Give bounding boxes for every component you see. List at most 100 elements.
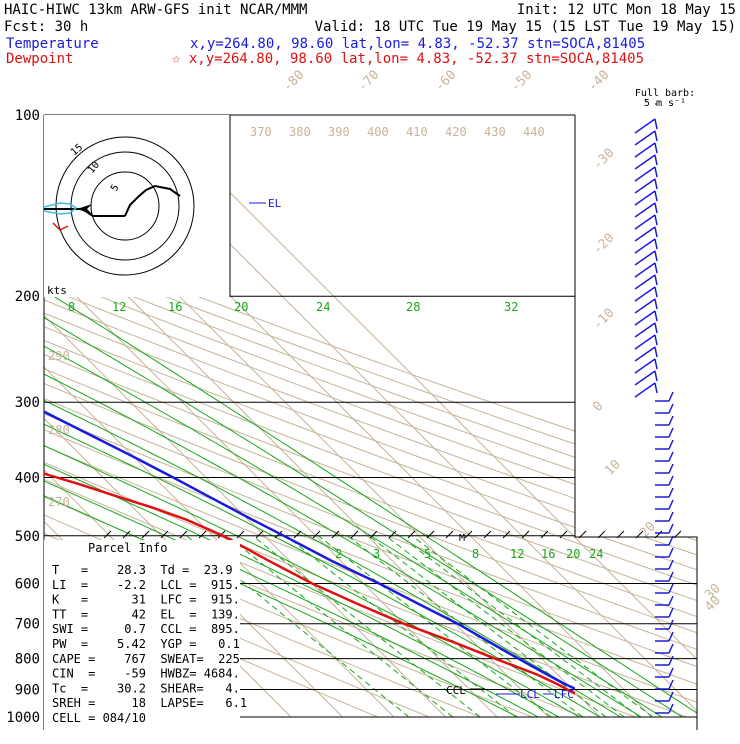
- diagram-frame: [575, 115, 697, 730]
- wind-barb-staff: [635, 311, 655, 325]
- parcel-info-row: SREH = 18 LAPSE= 6.1: [52, 696, 247, 710]
- wind-barb: [635, 311, 657, 325]
- parcel-info-row: CIN = -59 HWBZ= 4684.: [52, 667, 240, 681]
- wind-barb: [635, 323, 657, 337]
- hatch-tick: [351, 531, 358, 538]
- parcel-info-row: PW = 5.42 YGP = 0.1: [52, 637, 240, 651]
- mixing-ratio-label-16: 16: [541, 547, 555, 561]
- wind-barb-flag: [655, 299, 657, 309]
- wind-barb-flag: [669, 524, 673, 533]
- wind-barb-flag: [655, 227, 657, 237]
- wind-barb-flag: [669, 392, 673, 401]
- wind-barb-staff: [635, 227, 655, 241]
- wind-barb-staff: [635, 179, 655, 193]
- wind-barb-flag: [655, 239, 657, 249]
- wind-barb: [635, 335, 657, 349]
- wind-barb-staff: [635, 239, 655, 253]
- mixing-ratio-label-8: 8: [472, 547, 479, 561]
- wind-barb-flag: [669, 416, 673, 425]
- wind-barb-staff: [635, 371, 655, 385]
- pressure-tick-label-1000: 1000: [6, 710, 40, 726]
- wind-barb-flag: [669, 440, 673, 449]
- isotherm-label-8: 0: [590, 399, 606, 415]
- wind-barb: [655, 392, 673, 401]
- wind-barb: [635, 179, 657, 193]
- wind-barb-staff: [635, 359, 655, 373]
- wind-barb: [655, 692, 673, 701]
- pressure-tick-label-800: 800: [15, 652, 40, 668]
- isotherm-label-6: -20: [590, 231, 617, 258]
- legend-dewpoint-location: ☆ x,y=264.80, 98.60 lat,lon= 4.83, -52.3…: [172, 51, 644, 67]
- barb-legend-line2: 5 m s⁻¹: [644, 98, 686, 109]
- isotherm-label-0: -80: [280, 68, 307, 95]
- wind-barb-flag: [655, 323, 657, 333]
- wind-barb-flag: [655, 191, 657, 201]
- hatch-tick: [142, 531, 149, 538]
- wind-barb-staff: [635, 143, 655, 157]
- wind-barb: [655, 644, 673, 653]
- wind-barb: [635, 359, 657, 373]
- wind-barb-flag: [655, 359, 657, 369]
- parcel-info-row: LI = -2.2 LCL = 915.: [52, 578, 240, 592]
- wind-barb-flag: [655, 179, 657, 189]
- theta-label-390: 390: [328, 125, 350, 139]
- wind-barb-flag: [655, 335, 657, 345]
- parcel-info-row: CAPE = 767 SWEAT= 225: [52, 652, 240, 666]
- wind-barb-flag: [669, 428, 673, 437]
- pressure-tick-label-200: 200: [15, 289, 40, 305]
- parcel-info-row: TT = 42 EL = 139.: [52, 607, 240, 621]
- wind-barb-staff: [635, 287, 655, 301]
- wind-barb: [635, 383, 657, 397]
- wind-barb: [655, 608, 673, 617]
- wind-barb-staff: [635, 215, 655, 229]
- moist-adiabat-label-8: 8: [68, 300, 75, 314]
- wind-barb: [635, 299, 657, 313]
- wind-barb-flag: [655, 155, 657, 165]
- wind-barb-flag: [655, 347, 657, 357]
- dry-adiabat-label-0: 290: [48, 349, 70, 363]
- legend-temperature-label: Temperature: [6, 36, 99, 52]
- theta-label-430: 430: [484, 125, 506, 139]
- wind-barb: [635, 155, 657, 169]
- wind-barb: [655, 584, 673, 593]
- wind-barb-flag: [655, 143, 657, 153]
- legend-temperature-location: x,y=264.80, 98.60 lat,lon= 4.83, -52.37 …: [190, 36, 645, 52]
- wind-barb-flag: [669, 512, 673, 521]
- wind-barb-staff: [635, 323, 655, 337]
- wind-barb-staff: [635, 131, 655, 145]
- theta-label-440: 440: [523, 125, 545, 139]
- theta-label-370: 370: [250, 125, 272, 139]
- wind-barb-flag: [669, 500, 673, 509]
- wind-barb: [635, 203, 657, 217]
- moist-adiabat-label-32: 32: [504, 300, 518, 314]
- wind-barb-flag: [669, 476, 673, 485]
- wind-barb-staff: [635, 275, 655, 289]
- mixing-ratio-label-2: 2: [335, 547, 342, 561]
- moist-adiabat-label-28: 28: [406, 300, 420, 314]
- wind-barb-flag: [655, 383, 657, 393]
- wind-barb-flag: [669, 464, 673, 473]
- legend-dewpoint-label: Dewpoint: [6, 51, 73, 67]
- mixing-ratio-label-20: 20: [566, 547, 580, 561]
- hatch-tick: [560, 531, 567, 538]
- wind-barb-staff: [635, 263, 655, 277]
- theta-label-380: 380: [289, 125, 311, 139]
- wind-barb-staff: [635, 335, 655, 349]
- hatch-tick: [180, 531, 187, 538]
- wind-barb: [635, 239, 657, 253]
- pressure-tick-label-700: 700: [15, 617, 40, 633]
- wind-barb: [635, 251, 657, 265]
- wind-barb-staff: [635, 299, 655, 313]
- valid-time: Valid: 18 UTC Tue 19 May 15 (15 LST Tue …: [315, 19, 736, 35]
- wind-barb: [635, 215, 657, 229]
- hatch-tick: [484, 531, 491, 538]
- wind-barb-staff: [635, 167, 655, 181]
- wind-barb-flag: [669, 452, 673, 461]
- theta-label-400: 400: [367, 125, 389, 139]
- wind-barb-staff: [635, 251, 655, 265]
- wind-barb-flag: [655, 371, 657, 381]
- wind-barb: [635, 191, 657, 205]
- parcel-info-row: SWI = 0.7 CCL = 895.: [52, 622, 240, 636]
